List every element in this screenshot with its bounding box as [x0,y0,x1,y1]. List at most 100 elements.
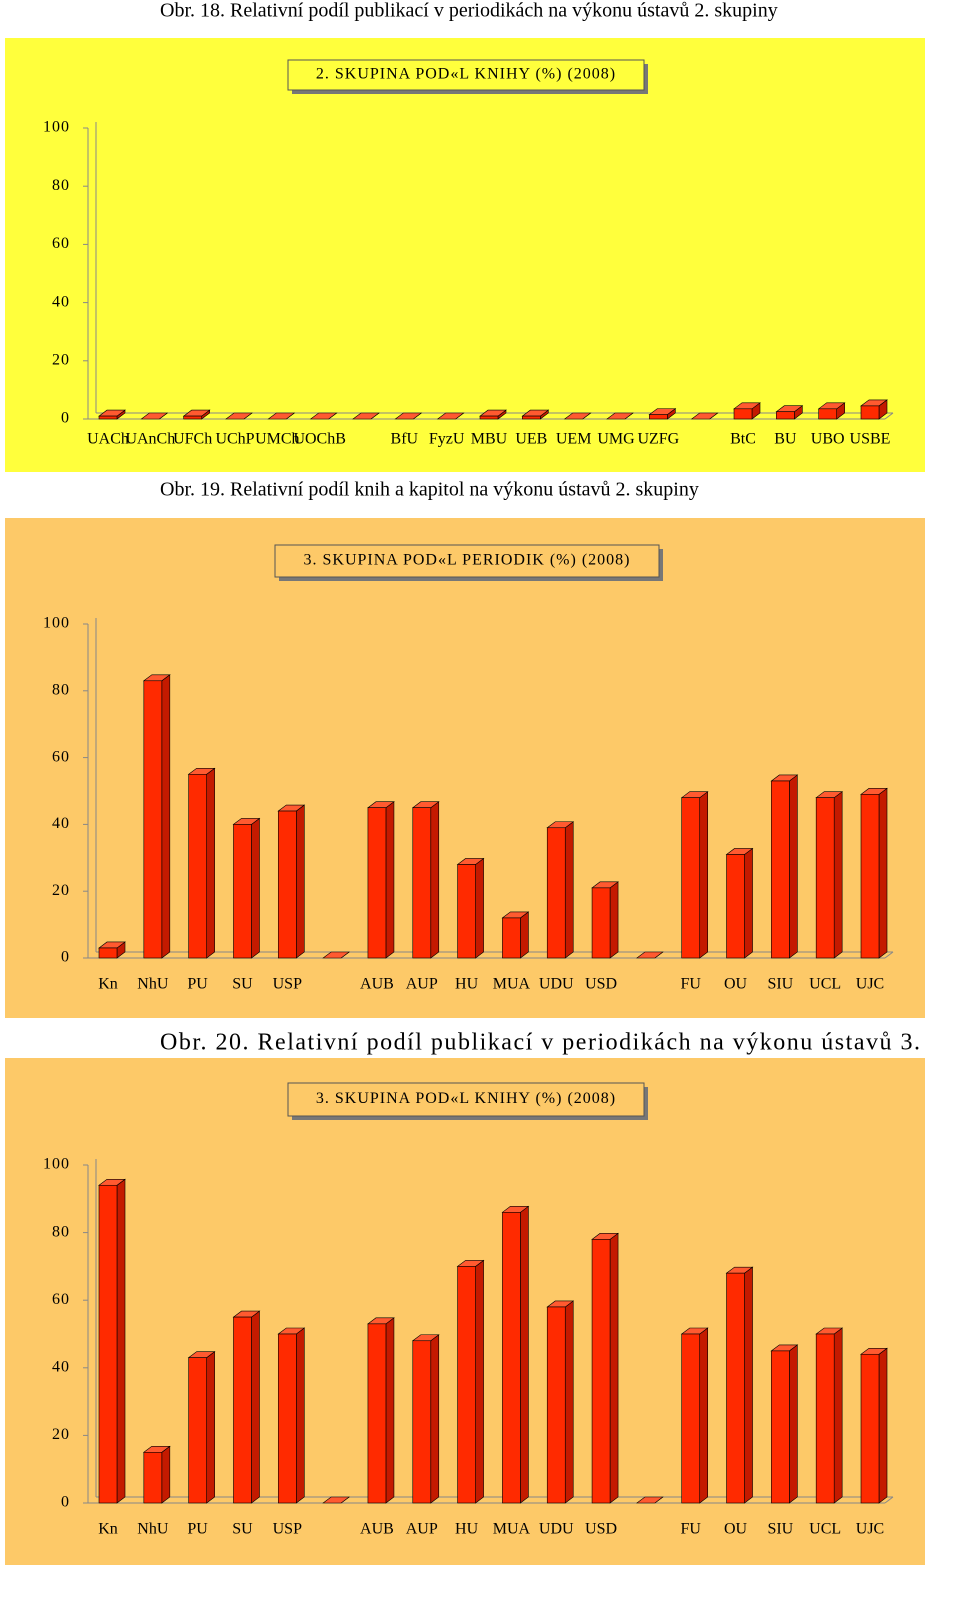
bar-side [385,1317,395,1504]
bar-top [322,1496,351,1504]
bar-side [878,787,888,959]
x-tick-label: AUB [360,976,394,993]
x-tick-label: MUA [493,1521,531,1538]
bar-side [295,804,305,959]
bar [277,1333,297,1504]
x-tick-label: UOChB [293,431,345,448]
bar-side [699,1327,709,1504]
y-tick-label: 40 [52,1358,70,1375]
title-box [287,1082,645,1117]
chart-panel [5,38,925,472]
y-tick-label: 60 [52,235,70,252]
x-tick-label: UJC [856,1521,884,1538]
bar [143,1452,163,1504]
bar [412,807,432,959]
bar-top [436,412,465,420]
bar [771,780,790,959]
bar [183,415,202,420]
caption: Obr. 20. Relativní podíl publikací v per… [160,1030,920,1056]
x-tick-label: OU [724,1521,748,1538]
y-tick-label: 20 [52,351,70,368]
bar [522,415,541,420]
x-tick-label: FU [680,1521,701,1538]
bar-side [206,767,215,959]
bar-side [520,1205,529,1504]
bar-side [833,1327,843,1504]
x-tick-label: USP [273,976,302,993]
bar-top [635,951,664,959]
x-tick-label: UChP [215,431,254,448]
bar-side [609,1232,619,1504]
bar [188,1357,207,1504]
x-tick-label: MBU [471,431,508,448]
y-tick-label: 80 [52,681,70,698]
bar [818,408,837,420]
bar-top [322,951,351,959]
x-tick-label: AUP [406,976,438,993]
x-tick-label: SU [232,976,253,993]
x-tick-label: MUA [493,976,531,993]
bar [233,824,252,959]
bar [98,947,118,959]
bar-side [475,1259,484,1504]
bar-side [116,1178,126,1504]
bar [860,794,880,959]
x-tick-label: AUP [406,1521,438,1538]
y-tick-label: 100 [43,119,70,136]
bar-side [833,791,843,959]
bar-top [635,1496,664,1504]
y-tick-label: 0 [61,1494,70,1511]
bar-top [140,412,169,420]
bar-side [520,911,529,959]
bar-side [789,1344,798,1504]
x-tick-label: UCL [809,1521,841,1538]
bar [815,1333,835,1504]
y-tick-label: 100 [43,1156,70,1173]
bar [776,411,795,420]
y-tick-label: 0 [61,949,70,966]
bar [771,1350,790,1504]
bar-top [563,412,592,420]
y-tick-label: 40 [52,293,70,310]
x-tick-label: OU [724,976,748,993]
bar [457,864,476,959]
bar-top [267,412,296,420]
y-tick-label: 80 [52,1223,70,1240]
bar-side [161,674,171,959]
bar-top [225,412,253,420]
bar [649,414,668,420]
bar [681,1333,701,1504]
x-tick-label: Kn [98,976,118,993]
x-tick-label: UMCh [255,431,299,448]
x-tick-label: UDU [539,1521,574,1538]
bar [143,680,163,959]
caption: Obr. 18. Relativní podíl publikací v per… [160,0,778,22]
bar [591,887,611,959]
x-tick-label: SU [232,1521,253,1538]
bar-side [609,881,619,959]
y-tick-label: 60 [52,1291,70,1308]
bar [277,810,297,959]
x-tick-label: UFCh [173,431,212,448]
y-tick-label: 80 [52,177,70,194]
x-tick-label: PU [187,1521,208,1538]
x-tick-label: UBO [811,431,845,448]
bar-side [744,1266,753,1504]
bar [233,1316,252,1504]
bar-side [385,801,395,959]
bar-side [564,1300,574,1504]
bar-side [206,1351,215,1504]
x-tick-label: UEM [556,431,592,448]
bar-top [309,412,338,420]
bar-top [690,412,719,420]
x-tick-label: FyzU [429,431,465,448]
bar-top [606,412,634,420]
bar-side [564,821,574,959]
bar [546,1306,566,1504]
x-tick-label: BtC [730,431,756,448]
bar-side [430,1334,440,1504]
y-tick-label: 0 [61,410,70,427]
y-tick-label: 20 [52,1426,70,1443]
x-tick-label: PU [187,976,208,993]
